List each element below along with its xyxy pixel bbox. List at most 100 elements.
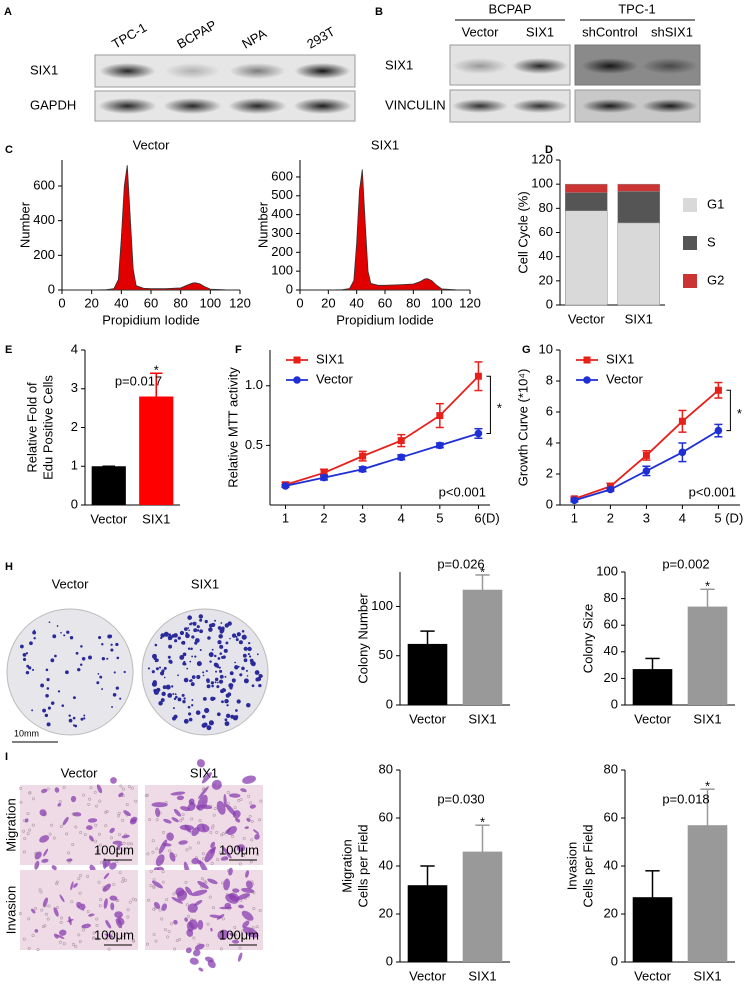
pore — [238, 862, 242, 866]
cell — [241, 910, 254, 921]
colony — [229, 686, 233, 690]
colony — [202, 697, 207, 701]
colony — [216, 685, 220, 689]
colony — [79, 663, 83, 667]
pore — [122, 841, 126, 845]
cell — [245, 880, 253, 889]
pore — [206, 943, 210, 947]
pore — [22, 829, 26, 833]
cell — [185, 947, 192, 954]
pore — [46, 917, 50, 921]
pore — [50, 823, 54, 827]
cell — [114, 911, 123, 919]
pore — [249, 860, 253, 864]
cell — [72, 812, 82, 817]
colony — [216, 665, 220, 669]
colony — [181, 640, 186, 645]
marker — [642, 467, 651, 475]
pore — [130, 786, 134, 790]
pore — [89, 786, 93, 790]
cell — [171, 817, 179, 823]
y-axis-label: Colony Number — [355, 593, 370, 684]
pore — [55, 882, 59, 886]
pore — [19, 800, 23, 804]
cell — [105, 920, 112, 929]
cell — [162, 843, 172, 847]
colony — [81, 656, 86, 661]
marker — [281, 482, 290, 490]
x-tick-label: SIX1 — [693, 968, 721, 983]
colony — [248, 641, 251, 645]
colony — [66, 630, 70, 634]
x-tick-label: Vector — [409, 968, 447, 983]
marker — [436, 441, 444, 450]
pore — [173, 947, 177, 951]
legend-marker — [293, 356, 301, 364]
pore — [38, 888, 42, 892]
colony — [238, 640, 243, 645]
pore — [97, 880, 101, 884]
cell — [123, 810, 131, 817]
cell — [112, 840, 123, 845]
colony — [162, 685, 167, 690]
pore — [77, 933, 81, 937]
panel-letter: C — [5, 144, 13, 156]
colony — [116, 656, 120, 660]
colony — [158, 666, 162, 669]
marker — [436, 412, 444, 420]
colony — [154, 643, 158, 647]
bar-segment — [617, 191, 660, 224]
x-tick-label: SIX1 — [693, 711, 721, 726]
cell — [204, 847, 216, 863]
p-value: p=0.017 — [115, 373, 162, 388]
colony — [228, 683, 234, 689]
cell — [237, 893, 251, 900]
pore — [99, 898, 103, 902]
cell — [220, 856, 229, 861]
pore — [165, 897, 169, 901]
cell — [252, 829, 260, 835]
pore — [247, 794, 251, 798]
legend-label: Vector — [606, 371, 644, 386]
colony — [112, 693, 117, 697]
x-tick-label: 20 — [84, 295, 98, 310]
pore — [175, 938, 179, 942]
significance: * — [480, 564, 485, 579]
colony — [256, 676, 262, 682]
marker — [320, 469, 328, 477]
cell — [87, 818, 98, 823]
pore — [26, 832, 30, 836]
colony — [235, 638, 239, 642]
x-tick-label: 2 — [320, 510, 327, 525]
colony — [212, 696, 216, 701]
colony — [241, 666, 245, 671]
cell — [189, 957, 199, 965]
colony — [258, 683, 262, 688]
pore — [95, 917, 99, 921]
pore — [166, 935, 170, 939]
panel-letter: G — [522, 344, 531, 356]
cell — [155, 854, 165, 867]
colony — [46, 678, 50, 682]
pore — [258, 818, 262, 822]
x-tick-label: 0 — [296, 295, 303, 310]
x-tick-label: 0 — [58, 295, 65, 310]
cell — [88, 913, 95, 917]
cell — [24, 818, 29, 823]
pore — [22, 937, 26, 941]
cell — [196, 759, 205, 768]
pore — [152, 932, 156, 936]
colony — [225, 641, 229, 645]
colony — [187, 705, 191, 709]
pore — [242, 836, 246, 840]
colony — [48, 621, 51, 624]
pore — [18, 912, 22, 916]
colony — [68, 714, 71, 717]
x-tick-label: 1 — [571, 510, 578, 525]
cell — [242, 775, 256, 784]
pore — [98, 799, 102, 803]
cell — [244, 826, 249, 829]
pore — [121, 787, 125, 791]
pore — [23, 836, 27, 840]
blot-band — [163, 98, 222, 114]
